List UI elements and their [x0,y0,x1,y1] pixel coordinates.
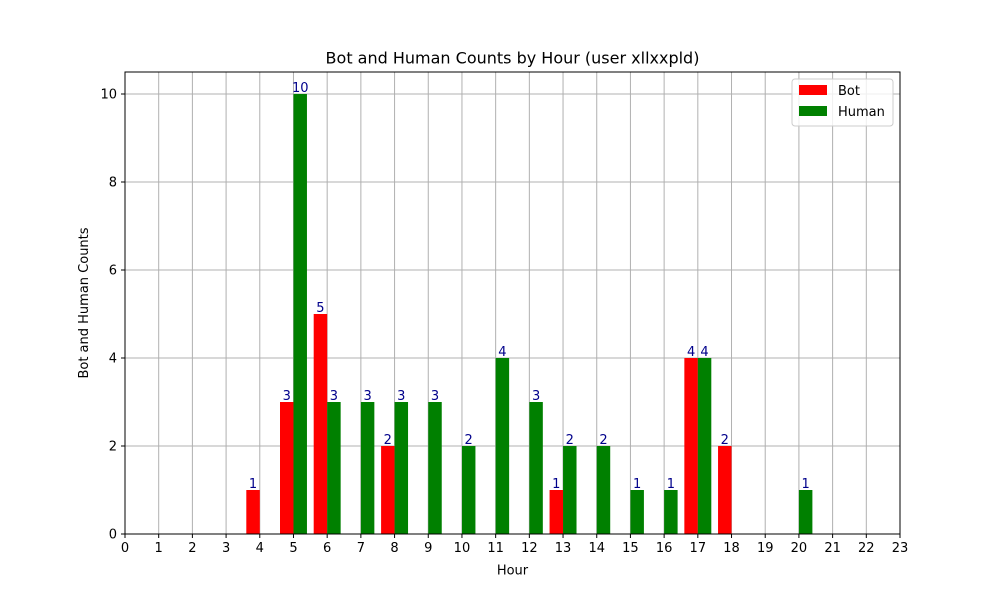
bot-bar-value-label: 1 [552,477,560,492]
x-tick-label: 5 [289,541,297,556]
human-bar [495,358,510,534]
human-bar-value-label: 3 [532,389,540,404]
legend-swatch-bot [799,85,827,95]
human-bar [630,490,644,534]
x-tick-label: 13 [555,541,572,556]
y-axis-label: Bot and Human Counts [77,227,92,378]
human-bar-value-label: 2 [465,433,473,448]
x-tick-label: 4 [256,541,264,556]
bot-bar-value-label: 2 [384,433,392,448]
y-tick-label: 2 [109,440,117,455]
x-tick-label: 17 [690,541,707,556]
x-tick-label: 16 [656,541,673,556]
human-bar-value-label: 2 [599,433,607,448]
bot-bar-value-label: 1 [249,477,257,492]
bot-bar [313,314,328,534]
human-bar [529,402,543,534]
human-bar-value-label: 10 [292,81,309,96]
human-bar [563,446,577,534]
y-tick-label: 8 [109,176,117,191]
bot-bar [549,490,564,534]
human-bar [394,402,409,534]
human-bar [293,94,307,534]
bot-bar [280,402,294,534]
human-bar [461,446,476,534]
x-tick-label: 12 [521,541,538,556]
x-tick-label: 18 [723,541,740,556]
x-tick-label: 0 [121,541,129,556]
x-tick-label: 8 [390,541,398,556]
human-bar [360,402,375,534]
x-tick-label: 15 [622,541,639,556]
x-axis-label: Hour [497,564,529,579]
bot-bar-value-label: 4 [687,345,695,360]
human-bar-value-label: 2 [566,433,574,448]
x-axis: 0 1 2 3 4 5 6 7 8 9 10 11 12 13 14 15 16 17 18 19 20 21 22 23 [121,534,908,556]
x-tick-label: 20 [791,541,808,556]
legend: Bot Human [791,78,894,127]
human-bar [664,490,678,534]
human-bar-value-label: 3 [363,389,371,404]
legend-label-bot: Bot [838,84,860,99]
x-tick-label: 11 [487,541,504,556]
human-bar [697,358,712,534]
bot-bar [718,446,732,534]
human-bar-value-label: 3 [330,389,338,404]
plot-area-frame [124,71,901,535]
human-bar [327,402,341,534]
bot-bar [684,358,698,534]
x-tick-label: 9 [424,541,432,556]
bot-bar [246,490,260,534]
y-tick-label: 0 [109,528,117,543]
human-bar-value-label: 4 [498,345,506,360]
human-bar-value-label: 1 [633,477,641,492]
x-tick-label: 21 [824,541,841,556]
x-tick-label: 1 [155,541,163,556]
bar-value-labels: 1 3 5 2 1 4 2 10 3 3 3 3 2 4 3 2 2 1 1 4 1 [249,81,810,492]
human-bar [596,446,611,534]
legend-label-human: Human [838,105,885,120]
x-tick-label: 14 [588,541,605,556]
x-tick-label: 7 [357,541,365,556]
x-tick-label: 10 [454,541,471,556]
bot-bar-value-label: 3 [283,389,291,404]
human-bar-value-label: 3 [397,389,405,404]
x-tick-label: 19 [757,541,774,556]
x-tick-label: 2 [188,541,196,556]
human-bar-value-label: 1 [802,477,810,492]
human-bar-value-label: 3 [431,389,439,404]
legend-swatch-human [799,106,827,116]
x-tick-label: 23 [892,541,909,556]
bot-bar-value-label: 2 [721,433,729,448]
x-tick-label: 3 [222,541,230,556]
human-bar-value-label: 4 [700,345,708,360]
human-bar-value-label: 1 [667,477,675,492]
y-tick-label: 4 [109,352,117,367]
x-tick-label: 6 [323,541,331,556]
bot-bar [381,446,395,534]
y-tick-label: 6 [109,264,117,279]
x-tick-label: 22 [858,541,875,556]
y-axis: 0 2 4 6 8 10 [100,88,125,543]
human-bar [798,490,813,534]
human-bar [428,402,442,534]
bot-bar-value-label: 5 [316,301,324,316]
y-tick-label: 10 [100,88,117,103]
chart-title: Bot and Human Counts by Hour (user xllxx… [326,49,700,68]
bars [246,94,813,534]
